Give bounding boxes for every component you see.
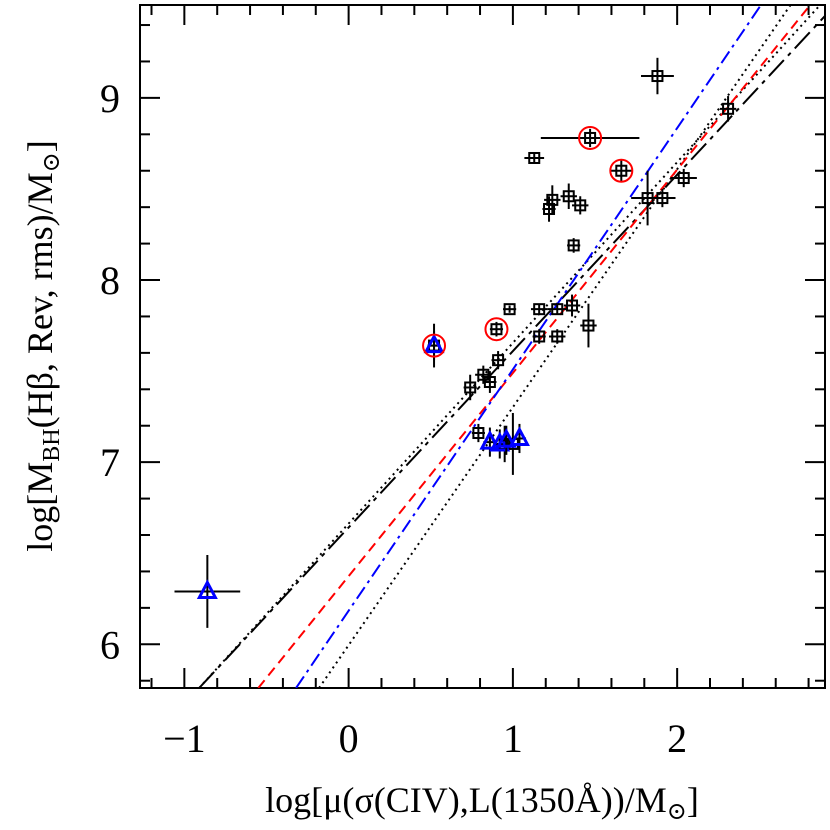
circle-point — [578, 125, 603, 150]
x-tick-label: 0 — [339, 716, 359, 761]
square-point — [574, 199, 587, 212]
square-point — [533, 330, 546, 343]
fit-lines — [198, 5, 825, 688]
square-point — [477, 368, 490, 381]
fit-line — [257, 5, 811, 688]
fit-line — [198, 5, 821, 688]
square-point — [566, 299, 579, 312]
y-tick-label: 9 — [100, 76, 120, 121]
square-point — [472, 427, 485, 440]
y-tick-label: 8 — [100, 258, 120, 303]
square-point — [615, 164, 628, 177]
square-point — [584, 131, 597, 144]
x-tick-label: 2 — [667, 716, 687, 761]
ticks: −1 0 1 2 6 7 8 9 — [100, 5, 825, 761]
square-point — [582, 319, 595, 332]
points — [174, 57, 737, 628]
triangle-point — [423, 333, 445, 354]
square-point — [677, 172, 690, 185]
x-tick-label: 1 — [503, 716, 523, 761]
square-point — [464, 381, 477, 394]
square-point — [483, 376, 496, 389]
triangle-point — [489, 431, 511, 452]
triangle-point — [196, 579, 218, 599]
square-point — [551, 303, 564, 316]
circle-point — [484, 317, 509, 342]
fit-line — [295, 5, 762, 688]
y-tick-label: 7 — [100, 440, 120, 485]
square-point — [503, 303, 516, 316]
triangle-point — [508, 426, 530, 446]
square-point — [551, 330, 564, 343]
y-axis-label: log[MBH(Hβ, Rev, rms)/M⊙] — [20, 140, 65, 551]
fit-line — [198, 15, 825, 688]
triangle-point — [479, 429, 501, 450]
square-point — [562, 190, 575, 203]
triangle-point — [495, 428, 517, 448]
circle-point — [422, 333, 447, 358]
square-point — [567, 239, 580, 252]
square-point — [533, 303, 546, 316]
square-point — [543, 202, 556, 215]
square-point — [492, 354, 505, 367]
square-point — [651, 70, 664, 83]
x-tick-label: −1 — [163, 716, 206, 761]
square-point — [528, 151, 541, 164]
plot-frame — [139, 4, 826, 689]
y-tick-label: 6 — [100, 622, 120, 667]
square-point — [490, 323, 503, 336]
fit-line — [318, 5, 792, 688]
x-axis-label: log[μ(σ(CIV),L(1350Å))/M⊙] — [265, 780, 699, 825]
square-point — [656, 192, 669, 205]
circle-point — [609, 158, 634, 183]
square-point — [722, 102, 735, 115]
